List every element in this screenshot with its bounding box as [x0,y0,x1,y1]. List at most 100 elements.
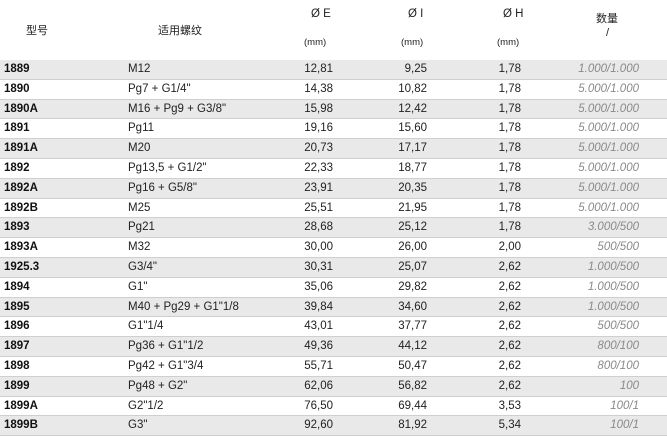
thread-cell: M20 [128,142,151,155]
table-row: 1899B G3" 92,60 81,92 5,34 100/1 [0,416,667,436]
header-quantity-separator: / [606,27,610,39]
header-unit-i: (mm) [401,37,424,48]
header-diameter-h: Ø H [503,8,524,20]
diameter-h-cell: 2,00 [498,241,521,254]
quantity-cell: 500/500 [597,241,639,254]
thread-cell: G1" [128,280,148,293]
thread-cell: M12 [128,63,151,75]
quantity-cell: 100 [619,379,639,392]
diameter-i-cell: 26,00 [398,241,427,254]
quantity-cell: 1.000/500 [587,260,639,273]
diameter-h-cell: 2,62 [498,300,521,313]
diameter-e-cell: 12,81 [304,63,333,75]
diameter-e-cell: 25,51 [304,201,333,214]
diameter-i-cell: 81,92 [398,419,427,432]
model-cell: 1891 [4,122,30,135]
model-cell: 1889 [4,63,30,75]
diameter-h-cell: 1,78 [498,82,521,95]
quantity-cell: 5.000/1.000 [578,161,639,174]
diameter-e-cell: 76,50 [304,399,333,412]
model-cell: 1895 [4,300,30,313]
quantity-cell: 5.000/1.000 [578,142,639,155]
thread-cell: M32 [128,241,151,254]
thread-cell: Pg42 + G1"3/4 [128,359,204,372]
diameter-h-cell: 1,78 [498,102,521,115]
diameter-i-cell: 18,77 [398,161,427,174]
quantity-cell: 800/100 [597,340,639,353]
model-cell: 1899 [4,379,30,392]
diameter-e-cell: 20,73 [304,142,333,155]
diameter-h-cell: 3,53 [498,399,521,412]
thread-cell: Pg48 + G2" [128,379,188,392]
quantity-cell: 100/1 [610,399,639,412]
diameter-e-cell: 22,33 [304,161,333,174]
header-thread: 适用螺纹 [158,25,202,37]
thread-cell: M40 + Pg29 + G1"1/8 [128,300,239,313]
table-row: 1898 Pg42 + G1"3/4 55,71 50,47 2,62 800/100 [0,357,667,377]
quantity-cell: 800/100 [597,359,639,372]
diameter-h-cell: 2,62 [498,280,521,293]
quantity-cell: 5.000/1.000 [578,122,639,135]
model-cell: 1925.3 [4,260,40,273]
table-row: 1889 M12 12,81 9,25 1,78 1.000/1.000 [0,60,667,80]
diameter-e-cell: 43,01 [304,320,333,333]
quantity-cell: 5.000/1.000 [578,181,639,194]
model-cell: 1891A [4,142,38,155]
diameter-h-cell: 2,62 [498,359,521,372]
table-row: 1894 G1" 35,06 29,82 2,62 1.000/500 [0,278,667,298]
model-cell: 1899A [4,399,38,412]
model-cell: 1892B [4,201,38,214]
diameter-e-cell: 28,68 [304,221,333,234]
table-row: 1925.3 G3/4" 30,31 25,07 2,62 1.000/500 [0,257,667,278]
diameter-e-cell: 30,00 [304,241,333,254]
diameter-i-cell: 56,82 [398,379,427,392]
diameter-h-cell: 1,78 [498,161,521,174]
diameter-e-cell: 92,60 [304,419,333,432]
thread-cell: G3" [128,419,148,432]
diameter-e-cell: 14,38 [304,82,333,95]
model-cell: 1890A [4,102,38,115]
diameter-h-cell: 2,62 [498,320,521,333]
table-header: 型号 适用螺纹 Ø E (mm) Ø I (mm) Ø H (mm) 数量 / [0,0,667,60]
table-row: 1891A M20 20,73 17,17 1,78 5.000/1.000 [0,139,667,159]
diameter-h-cell: 1,78 [498,221,521,234]
thread-cell: Pg7 + G1/4" [128,82,191,95]
table-row: 1893A M32 30,00 26,00 2,00 500/500 [0,238,667,258]
diameter-h-cell: 2,62 [498,260,521,273]
diameter-h-cell: 1,78 [498,63,521,75]
diameter-e-cell: 30,31 [304,260,333,273]
diameter-e-cell: 49,36 [304,340,333,353]
diameter-e-cell: 19,16 [304,122,333,135]
diameter-h-cell: 1,78 [498,142,521,155]
model-cell: 1894 [4,280,30,293]
thread-cell: M25 [128,201,151,214]
thread-cell: G3/4" [128,260,158,273]
model-cell: 1897 [4,340,30,353]
model-cell: 1893 [4,221,30,234]
quantity-cell: 1.000/500 [587,280,639,293]
quantity-cell: 1.000/500 [587,300,639,313]
header-diameter-e: Ø E [311,8,331,20]
table-row: 1892 Pg13,5 + G1/2" 22,33 18,77 1,78 5.000/1.… [0,159,667,179]
diameter-i-cell: 9,25 [404,63,427,75]
table-row: 1899A G2"1/2 76,50 69,44 3,53 100/1 [0,397,667,417]
diameter-i-cell: 44,12 [398,340,427,353]
diameter-i-cell: 29,82 [398,280,427,293]
header-diameter-i: Ø I [408,8,424,20]
diameter-h-cell: 2,62 [498,379,521,392]
header-unit-h: (mm) [497,37,520,48]
quantity-cell: 5.000/1.000 [578,82,639,95]
table-row: 1895 M40 + Pg29 + G1"1/8 39,84 34,60 2,62 1.0… [0,297,667,318]
thread-cell: Pg21 [128,221,155,234]
thread-cell: Pg16 + G5/8" [128,181,197,194]
model-cell: 1893A [4,241,38,254]
header-model: 型号 [26,25,48,37]
diameter-i-cell: 37,77 [398,320,427,333]
model-cell: 1899B [4,419,38,432]
thread-cell: Pg11 [128,122,155,135]
data-table: 1889 M12 12,81 9,25 1,78 1.000/1.000 1890 Pg7 +… [0,60,667,436]
model-cell: 1898 [4,359,30,372]
quantity-cell: 3.000/500 [587,221,639,234]
quantity-cell: 5.000/1.000 [578,201,639,214]
diameter-i-cell: 21,95 [398,201,427,214]
